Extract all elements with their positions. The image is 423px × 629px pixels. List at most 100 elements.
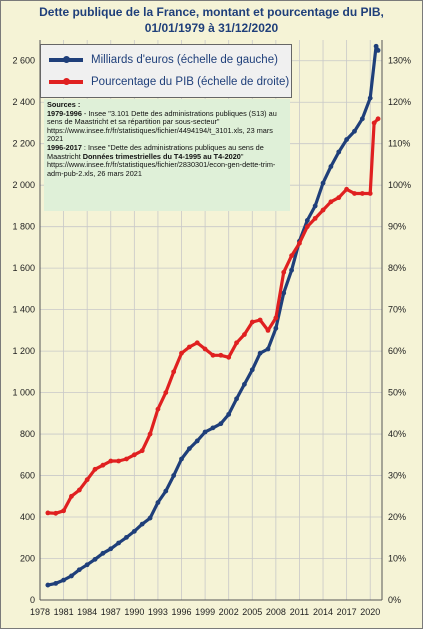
y-left-tick-label: 2 400: [12, 97, 35, 107]
data-point-debt: [131, 528, 137, 534]
data-point-ratio: [69, 493, 74, 499]
y-right-tick-label: 120%: [388, 97, 411, 107]
data-point-debt: [84, 562, 90, 568]
data-point-ratio: [92, 466, 98, 472]
y-left-tick-label: 400: [20, 512, 35, 522]
x-tick-label: 1996: [172, 607, 192, 617]
data-point-debt: [92, 556, 98, 562]
data-point-debt: [352, 128, 357, 134]
data-point-ratio: [171, 369, 177, 375]
y-left-tick-label: 2 200: [12, 139, 35, 149]
sources-text-1: - Insee "3.101 Dette des administrations…: [47, 108, 277, 144]
data-point-debt: [76, 567, 82, 573]
y-right-tick-label: 40%: [388, 429, 406, 439]
y-left-tick-label: 200: [20, 554, 35, 564]
data-point-ratio: [84, 477, 90, 483]
data-point-debt: [226, 411, 232, 417]
data-point-ratio: [202, 346, 208, 352]
data-point-ratio: [242, 332, 247, 337]
data-point-ratio: [108, 458, 114, 464]
data-point-debt: [155, 500, 161, 505]
data-point-ratio: [124, 456, 129, 462]
data-point-debt: [320, 180, 326, 186]
data-point-ratio: [100, 462, 106, 468]
sources-period-2: 1996-2017: [47, 142, 82, 152]
chart-title: Dette publique de la France, montant et …: [39, 5, 384, 19]
legend: Milliards d'euros (échelle de gauche) Po…: [40, 44, 292, 98]
data-point-ratio: [155, 406, 161, 412]
data-point-debt: [257, 350, 263, 356]
y-left-tick-label: 1 600: [12, 263, 35, 273]
data-point-debt: [336, 149, 342, 155]
data-point-ratio: [367, 191, 373, 196]
data-point-debt: [281, 290, 287, 296]
y-left-tick-label: 2 600: [12, 56, 35, 66]
x-tick-label: 1990: [124, 607, 144, 617]
x-tick-label: 1984: [77, 607, 97, 617]
x-tick-label: 2008: [266, 607, 286, 617]
data-point-ratio: [304, 224, 310, 230]
data-point-ratio: [257, 317, 263, 323]
data-point-debt: [139, 521, 145, 527]
y-right-tick-label: 50%: [388, 388, 406, 398]
data-point-ratio: [226, 354, 232, 360]
data-point-ratio: [328, 199, 334, 205]
data-point-ratio: [186, 344, 192, 350]
y-right-tick-label: 80%: [388, 263, 406, 273]
sources-text-2: : Insee "Dette des administrations publi…: [47, 142, 264, 161]
data-point-ratio: [194, 340, 200, 346]
data-point-debt: [359, 116, 365, 122]
x-tick-label: 2014: [313, 607, 333, 617]
data-point-ratio: [76, 487, 82, 493]
data-point-debt: [234, 396, 239, 402]
legend-swatch-debt: [49, 56, 83, 63]
data-point-ratio: [371, 120, 377, 126]
data-point-debt: [210, 425, 216, 431]
y-left-tick-label: 1 800: [12, 222, 35, 232]
data-point-debt: [108, 546, 114, 552]
data-point-ratio: [265, 327, 271, 333]
data-point-debt: [61, 577, 66, 583]
data-point-ratio: [344, 186, 350, 192]
y-left-tick-label: 2 000: [12, 180, 35, 190]
data-point-ratio: [139, 448, 145, 454]
data-point-ratio: [131, 452, 137, 458]
data-point-ratio: [249, 319, 255, 325]
x-tick-label: 2020: [360, 607, 380, 617]
legend-label-ratio: Pourcentage du PIB (échelle de droite): [91, 76, 290, 88]
x-tick-label: 1978: [30, 607, 50, 617]
data-point-debt: [116, 540, 122, 546]
data-point-debt: [218, 421, 224, 427]
data-point-debt: [328, 164, 334, 169]
data-point-ratio: [336, 195, 342, 201]
data-point-ratio: [116, 458, 122, 464]
data-point-ratio: [359, 191, 365, 196]
data-point-debt: [249, 367, 255, 373]
series: [45, 43, 381, 588]
sources-period-1: 1979-1996: [47, 108, 82, 118]
y-right-tick-label: 0%: [388, 595, 401, 605]
sources-bold-2: Données trimestrielles du T4-1995 au T4-…: [82, 151, 241, 161]
data-point-debt: [147, 515, 153, 521]
sources-text-3: " https://www.insee.fr/fr/statistiques/f…: [47, 151, 276, 178]
y-right-tick-label: 70%: [388, 305, 406, 315]
sources-box: Sources : 1979-1996 - Insee "3.101 Dette…: [44, 99, 290, 211]
x-tick-label: 1981: [54, 607, 74, 617]
data-point-ratio: [45, 510, 51, 516]
data-point-debt: [312, 203, 318, 209]
data-point-ratio: [297, 240, 302, 246]
y-left-tick-label: 800: [20, 429, 35, 439]
data-point-ratio: [273, 315, 279, 321]
y-left-tick-label: 0: [30, 595, 35, 605]
data-point-debt: [163, 488, 169, 494]
x-tick-label: 1993: [148, 607, 168, 617]
data-point-ratio: [281, 269, 287, 275]
data-point-ratio: [312, 215, 318, 221]
data-point-debt: [373, 43, 379, 49]
x-tick-label: 2011: [290, 607, 309, 617]
data-point-debt: [273, 325, 279, 331]
data-point-debt: [124, 534, 129, 540]
x-tick-label: 2002: [219, 607, 239, 617]
y-left-tick-label: 1 000: [12, 388, 35, 398]
y-left-tick-label: 1 400: [12, 305, 35, 315]
